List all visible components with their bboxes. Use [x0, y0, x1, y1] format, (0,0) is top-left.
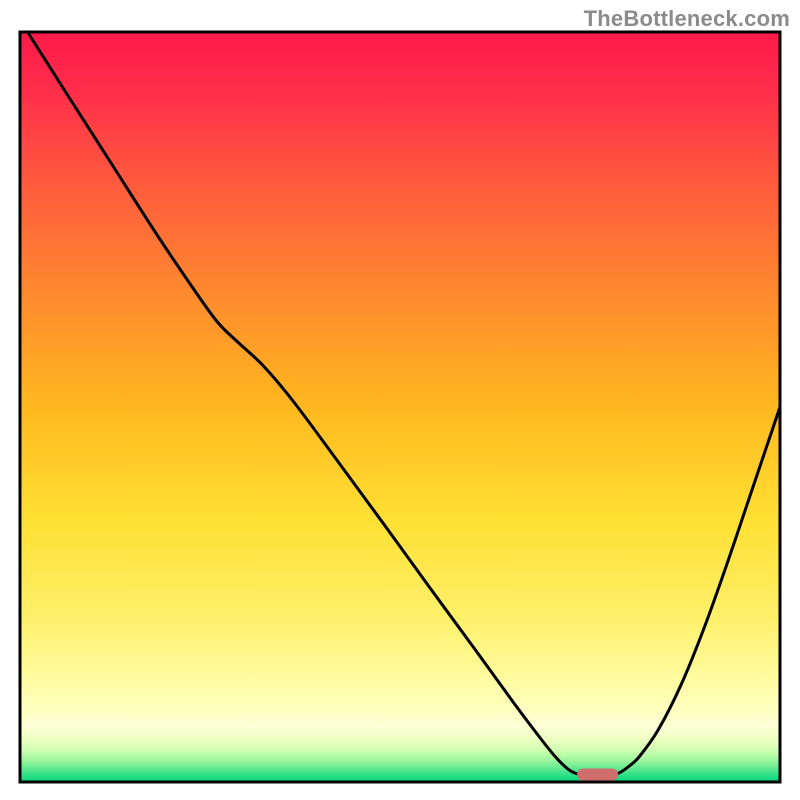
chart-container: { "watermark": { "text": "TheBottleneck.…: [0, 0, 800, 800]
optimal-marker: [577, 769, 618, 781]
gradient-background: [20, 32, 780, 782]
watermark-text: TheBottleneck.com: [584, 6, 790, 32]
bottleneck-chart: [0, 0, 800, 800]
